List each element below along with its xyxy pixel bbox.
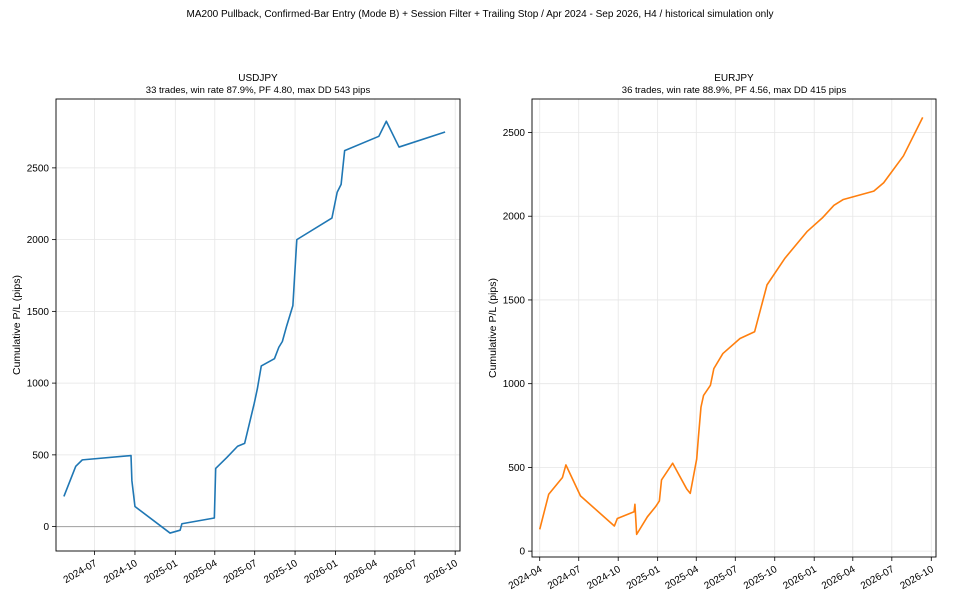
eurjpy-y-tick-label-1: 500 [508, 463, 525, 474]
eurjpy-chart-title: EURJPY [714, 73, 754, 84]
eurjpy-x-tick-label-9: 2026-07 [859, 564, 897, 592]
eurjpy-equity-line [538, 117, 924, 536]
usdjpy-x-tick-label-2: 2025-01 [143, 558, 181, 586]
eurjpy-x-tick-label-6: 2025-10 [742, 564, 780, 592]
usdjpy-y-axis-label: Cumulative P/L (pips) [11, 275, 23, 375]
usdjpy-chart-title: USDJPY [238, 73, 278, 84]
eurjpy-x-tick-label-0: 2024-04 [507, 564, 545, 592]
usdjpy-chart-subtitle: 33 trades, win rate 87.9%, PF 4.80, max … [146, 85, 371, 96]
eurjpy-y-tick-label-4: 2000 [503, 212, 526, 223]
eurjpy-x-tick-label-5: 2025-07 [703, 564, 741, 592]
usdjpy-y-tick-label-2: 1000 [27, 379, 50, 390]
eurjpy-y-tick-label-5: 2500 [503, 128, 526, 139]
eurjpy-y-axis-label: Cumulative P/L (pips) [487, 278, 499, 378]
eurjpy-chart-subtitle: 36 trades, win rate 88.9%, PF 4.56, max … [622, 85, 847, 96]
usdjpy-y-tick-label-0: 0 [43, 522, 49, 533]
eurjpy-x-tick-label-8: 2026-04 [820, 564, 858, 592]
usdjpy-x-tick-label-9: 2026-10 [422, 558, 460, 586]
usdjpy-equity-line [63, 120, 446, 534]
usdjpy-y-tick-label-3: 1500 [27, 307, 50, 318]
usdjpy-x-tick-label-4: 2025-07 [222, 558, 260, 586]
eurjpy-plot-frame [531, 98, 937, 558]
eurjpy-x-tick-label-10: 2026-10 [898, 564, 936, 592]
usdjpy-y-tick-label-1: 500 [32, 450, 49, 461]
figure-title: MA200 Pullback, Confirmed-Bar Entry (Mod… [186, 9, 774, 20]
eurjpy-y-tick-label-2: 1000 [503, 379, 526, 390]
usdjpy-x-tick-label-7: 2026-04 [342, 558, 380, 586]
usdjpy-y-tick-label-5: 2500 [27, 163, 50, 174]
usdjpy-x-tick-label-8: 2026-07 [382, 558, 420, 586]
eurjpy-y-tick-label-3: 1500 [503, 295, 526, 306]
eurjpy-chart: 0 500 1000 1500 2000 2500 2024-04 2024-07 2024-1… [487, 73, 937, 592]
eurjpy-y-tick-label-0: 0 [519, 547, 525, 558]
eurjpy-x-tick-label-4: 2025-04 [663, 564, 701, 592]
usdjpy-x-tick-label-6: 2026-01 [303, 558, 341, 586]
usdjpy-x-tick-label-3: 2025-04 [182, 558, 220, 586]
usdjpy-plot-frame [55, 98, 461, 552]
usdjpy-x-tick-label-5: 2025-10 [262, 558, 300, 586]
usdjpy-x-tick-label-0: 2024-07 [62, 558, 100, 586]
usdjpy-x-tick-label-1: 2024-10 [102, 558, 140, 586]
eurjpy-x-tick-label-2: 2024-10 [585, 564, 623, 592]
eurjpy-x-tick-label-1: 2024-07 [546, 564, 584, 592]
usdjpy-y-tick-label-4: 2000 [27, 235, 50, 246]
eurjpy-x-tick-label-7: 2026-01 [781, 564, 819, 592]
eurjpy-x-tick-label-3: 2025-01 [625, 564, 663, 592]
